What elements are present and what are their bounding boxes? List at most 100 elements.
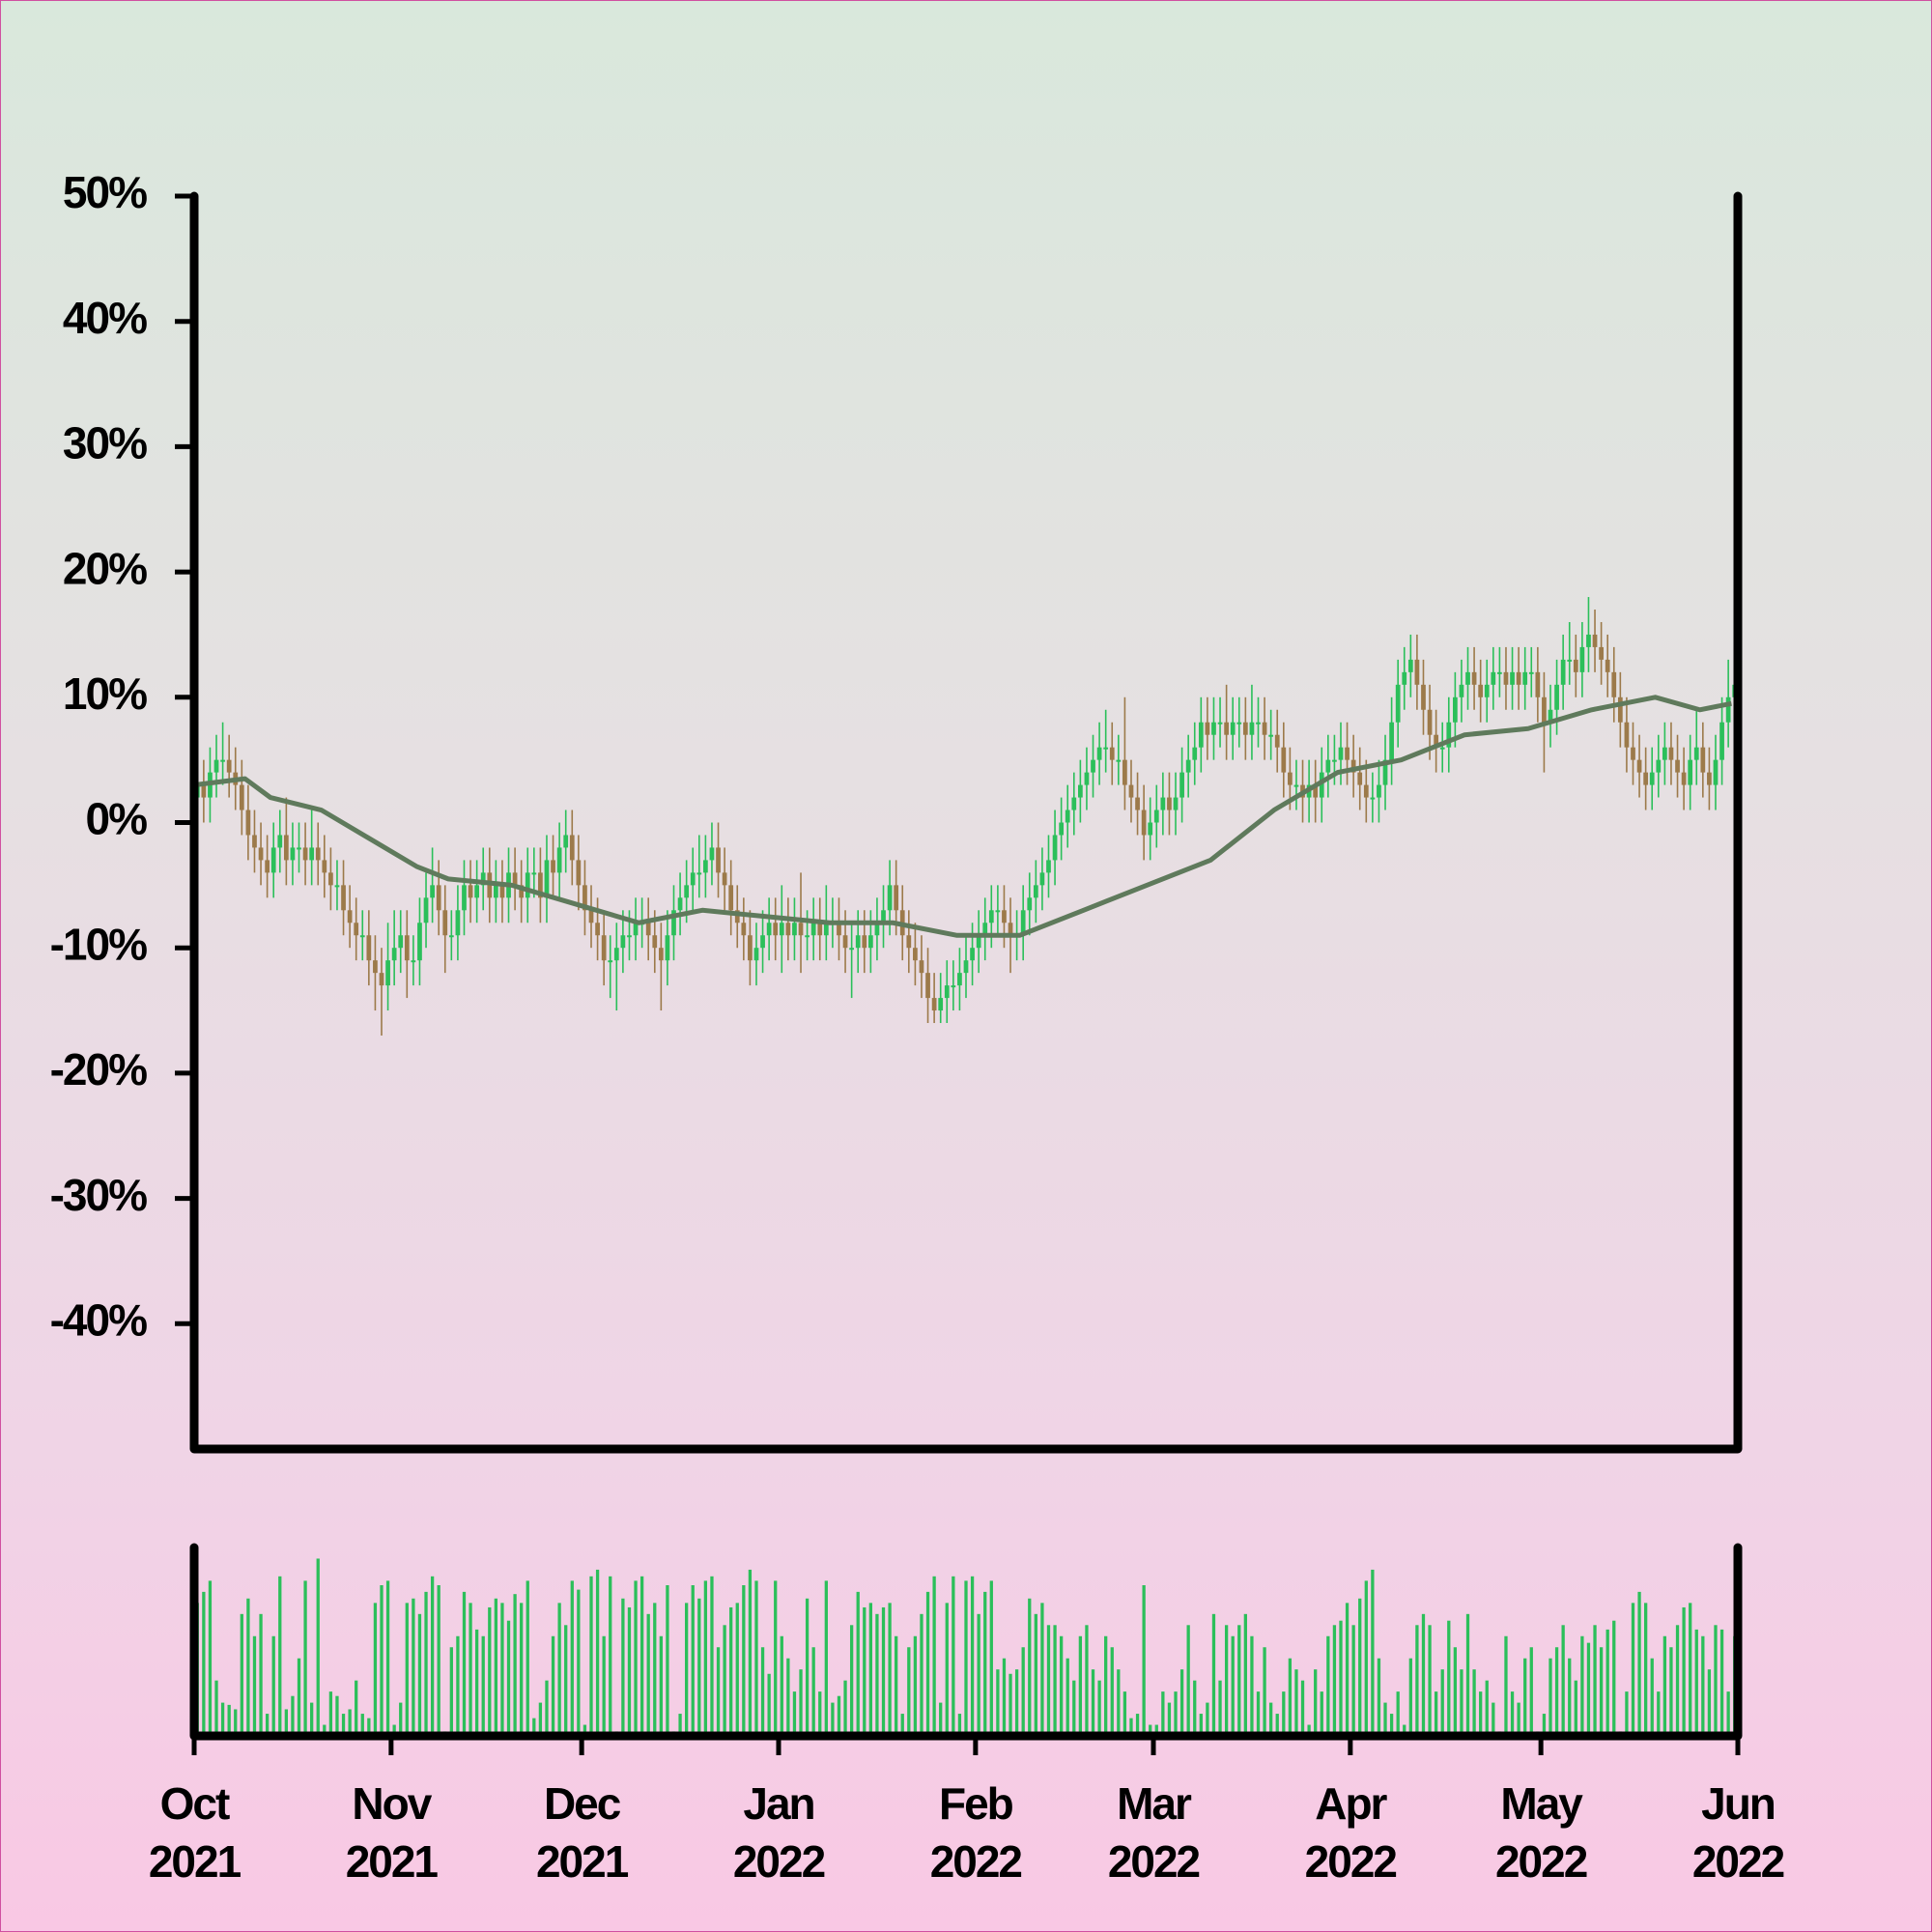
volume-bar [1021,1647,1025,1736]
volume-bar [430,1576,435,1736]
volume-bar [1193,1680,1197,1736]
candle-body [569,835,575,861]
volume-bar [1345,1603,1350,1736]
candle-body [1065,810,1070,823]
volume-bar [767,1673,771,1736]
volume-bar [1034,1613,1037,1736]
candle-body [1599,646,1604,660]
volume-bar [1218,1680,1222,1736]
volume-bar [1300,1680,1305,1736]
volume-bar [1383,1702,1387,1736]
x-tick-label: Dec 2021 [535,1778,629,1887]
volume-bar [609,1576,612,1736]
candle-body [728,885,734,911]
volume-bar [227,1704,231,1736]
volume-bar [1472,1669,1476,1736]
candle-body [1242,722,1248,735]
volume-bar [1085,1625,1089,1736]
candle-body [379,973,384,986]
candle-body [1033,885,1038,898]
candle-body [773,923,779,936]
candle-body [1668,747,1674,760]
candle-body [982,923,988,936]
volume-bar [1199,1714,1203,1736]
candle-body [595,923,600,936]
volume-bar [316,1558,320,1736]
candle-body [1719,722,1724,760]
volume-bar [1485,1680,1489,1736]
candle-body [423,897,429,923]
candle-body [1262,722,1267,735]
candle-body [881,910,886,923]
volume-bar [1320,1691,1323,1736]
volume-bar [1377,1658,1381,1736]
candle-body [582,885,587,911]
volume-bar [526,1580,529,1736]
volume-bar [920,1613,923,1736]
volume-bar [602,1635,606,1736]
volume-bar [881,1606,886,1736]
volume-bar [202,1591,206,1736]
x-tick-label: Oct 2021 [148,1778,242,1887]
candle-body [544,860,550,898]
candle-body [398,935,404,949]
volume-bar [1110,1647,1114,1736]
candle-body [1688,759,1693,785]
candle-body [220,759,225,762]
candle-body [576,860,582,886]
candle-body [741,923,747,936]
y-tick-label: 40% [63,293,147,343]
volume-bar [1174,1691,1178,1736]
candle-body [404,935,410,961]
candle-body [677,897,683,911]
candle-body [1008,923,1013,936]
candle-body [1478,684,1484,697]
volume-bar [913,1635,918,1736]
x-tick-label: Jan 2022 [732,1778,826,1887]
volume-bar [456,1635,460,1736]
y-tick-label: 0% [86,794,148,844]
candle-body [1414,659,1420,685]
candle-body [1377,784,1381,798]
volume-bar [1237,1625,1241,1736]
volume-bar [278,1576,282,1736]
volume-bar [1428,1625,1432,1736]
candle-body [1643,772,1649,785]
candle-body [779,923,784,936]
volume-bar [716,1647,721,1736]
volume-bar [405,1603,409,1736]
candle-body [785,923,791,936]
candle-body [270,847,276,873]
candle-body [1439,747,1445,750]
volume-bar [863,1606,867,1736]
candle-body [874,923,880,936]
volume-bar [1453,1647,1458,1736]
candle-body [1059,822,1065,836]
volume-bar [900,1714,904,1736]
candle-body [1167,797,1172,810]
candle-body [525,872,530,898]
volume-bar [1599,1647,1604,1736]
candle-body [906,935,912,949]
candle-body [538,872,543,898]
candle-body [1446,722,1452,748]
volume-bar [1250,1635,1254,1736]
volume-bar [291,1695,295,1736]
candle-body [1268,734,1274,737]
volume-bar [952,1576,955,1736]
volume-bar [1460,1669,1463,1736]
candle-body [354,923,359,936]
volume-bar [373,1603,378,1736]
volume-bar [646,1613,650,1736]
candle-body [1465,671,1470,685]
candle-body [970,948,975,961]
volume-bar [1224,1625,1229,1736]
candle-body [1096,747,1102,760]
volume-bar [774,1580,778,1736]
volume-bar [1434,1691,1438,1736]
candle-body [1039,872,1045,886]
candle-body [1491,671,1496,685]
candle-body [1459,684,1464,697]
candle-body [1002,910,1007,923]
candle-body [1567,659,1573,662]
